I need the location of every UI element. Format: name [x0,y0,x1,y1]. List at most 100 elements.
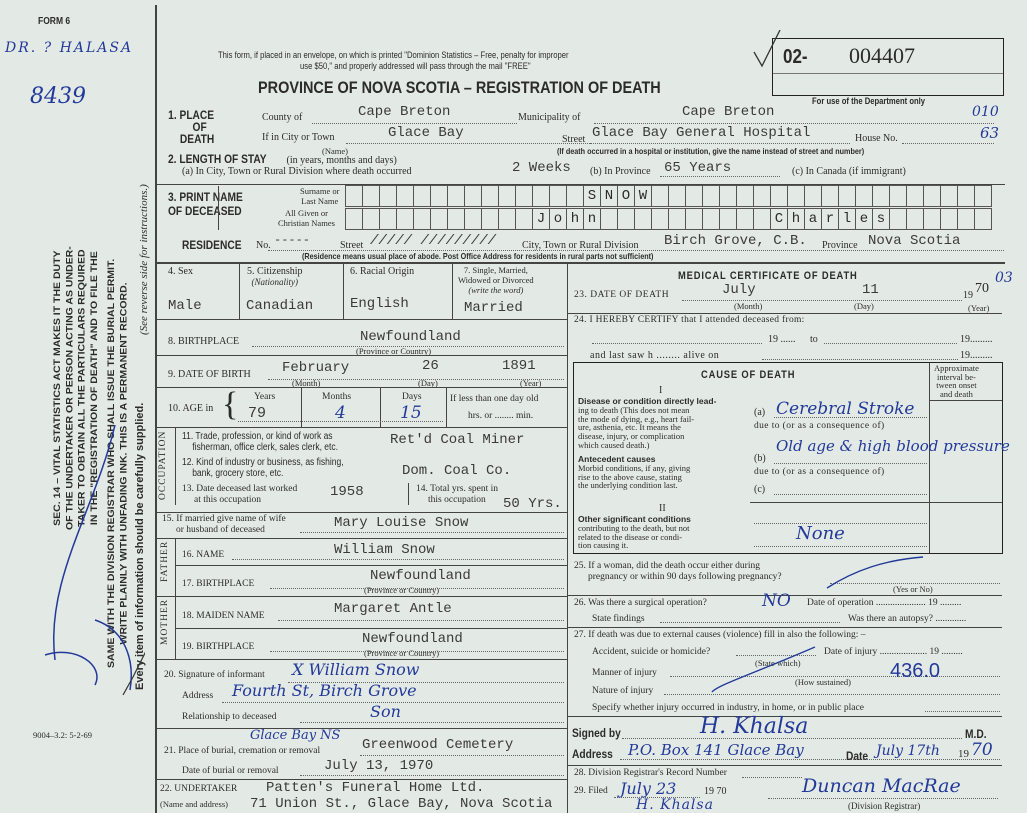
letter-cell [515,186,532,206]
burial-place-value: Greenwood Cemetery [362,737,514,753]
letter-cell [345,209,362,229]
undertaker-label: 22. UNDERTAKER [160,784,238,794]
letter-cell [430,209,447,229]
letter-cell [498,209,515,229]
letter-cell [413,186,430,206]
checkmark-icon [753,30,781,68]
marital-label: 7. Single, Married, Widowed or Divorced (w… [458,265,534,295]
due-to-label: due to (or as a consequence of) [754,421,885,431]
strike-line [826,556,924,589]
stay-a-label: (a) In City, Town or Rural Division wher… [182,166,412,177]
letter-cell [651,186,668,206]
dob-day: 26 [422,358,439,374]
day-note: (Day) [418,378,438,388]
years-label: Years [254,392,276,402]
letter-cell [566,186,583,206]
handwritten-mark [44,424,145,696]
filed-by: H. Khalsa [636,797,714,813]
citizenship-label: 5. Citizenship (Nationality) [247,266,303,287]
handwritten-note: DR. ? HALASA [5,40,134,56]
surgical-operation-answer: NO [762,591,791,611]
birthplace-label: 8. BIRTHPLACE [168,336,240,347]
house-label: House No. [855,133,898,144]
cause-c-label: (c) [754,484,766,495]
residence-street-label: Street [340,240,364,251]
letter-cell [804,186,821,206]
informant-signature-label: 20. Signature of informant [164,670,265,680]
letter-cell [396,186,413,206]
mail-note-1: This form, if placed in an envelope, on … [218,50,569,60]
father-birthplace-label: 17. BIRTHPLACE [182,579,255,589]
trade-value: Ret'd Coal Miner [390,432,525,448]
other-conditions-value: None [796,523,845,544]
sex-value: Male [168,298,202,314]
reg-prefix: 02- [783,46,808,68]
signed-by-label: Signed by [572,726,621,740]
autopsy-label: Was there an autopsy? ............. [848,614,967,624]
letter-cell: W [634,186,651,206]
antecedent-label: Antecedent causes Morbid conditions, if a… [578,454,691,491]
letter-cell [345,186,362,206]
letter-cell [685,209,702,229]
from-year: 19 ...... [768,334,796,345]
stay-label: 2. LENGTH OF STAY (in years, months and … [168,152,397,166]
letter-cell: O [617,186,634,206]
mother-maiden-name-value: Margaret Antle [334,601,452,617]
certificate-year: 70 [971,740,993,760]
father-name-label: 16. NAME [182,550,225,560]
age-days: 15 [400,403,422,423]
letter-cell [396,209,413,229]
registration-number-box: 02- 004407 [772,38,1004,96]
mother-maiden-name-label: 18. MAIDEN NAME [182,611,265,621]
letter-cell [379,209,396,229]
trade-label: 11. Trade, profession, or kind of work a… [182,431,339,453]
letter-cell [617,209,634,229]
letter-cell [974,209,991,229]
q25-label: 25. If a woman, did the death occur eith… [574,561,782,582]
residence-city-label: City, Town or Rural Division [522,240,639,251]
dept-only-note: For use of the Department only [812,96,926,106]
spouse-value: Mary Louise Snow [334,515,469,531]
filed-year: 19 70 [704,786,727,797]
interval-header: Approximate interval be-tween onset and de… [934,363,979,400]
registrar-label: (Division Registrar) [848,801,921,811]
cause-b-label: (b) [754,453,766,464]
to-year: 19......... [960,334,993,345]
letter-cell: s [872,209,889,229]
day-note: (Day) [854,301,874,311]
stay-province-value: 65 Years [664,160,732,176]
letter-cell: S [583,186,600,206]
informant-signature: X William Snow [292,660,420,679]
undertaker-address: 71 Union St., Glace Bay, Nova Scotia [250,796,553,812]
municipality-value: Cape Breton [682,104,775,120]
letter-cell [668,186,685,206]
part-2: II [659,503,666,514]
age-label: 10. AGE in [168,403,214,414]
certificate-date-label: Date [846,749,869,763]
letter-cell [362,209,379,229]
physician-address: P.O. Box 141 Glace Bay [628,741,804,759]
nature-label: Nature of injury [592,686,654,696]
hospital-note: (If death occurred in a hospital or inst… [557,146,865,156]
registrar-signature: Duncan MacRae [802,775,961,797]
mail-note-2: use $50," and properly addressed will pa… [300,61,531,71]
year-note: (Year) [968,303,990,313]
burial-date-value: July 13, 1970 [324,758,434,774]
letter-cell [872,186,889,206]
letter-cell [753,186,770,206]
county-label: County of [262,112,303,123]
specify-label: Specify whether injury occurred in indus… [592,703,864,713]
letter-cell [634,209,651,229]
manner-label: Manner of injury [592,668,657,678]
death-year-annotation: 03 [995,270,1013,286]
year-note: (Year) [520,378,542,388]
burial-place-label: 21. Place of burial, cremation or remova… [164,746,321,756]
letter-cell [362,186,379,206]
birthplace-value: Newfoundland [360,329,461,345]
name-address-note: (Name and address) [160,799,228,809]
letter-cell [770,186,787,206]
q26-label: 26. Was there a surgical operation? [574,598,707,608]
operation-date-label: Date of operation ..................... … [807,598,962,608]
